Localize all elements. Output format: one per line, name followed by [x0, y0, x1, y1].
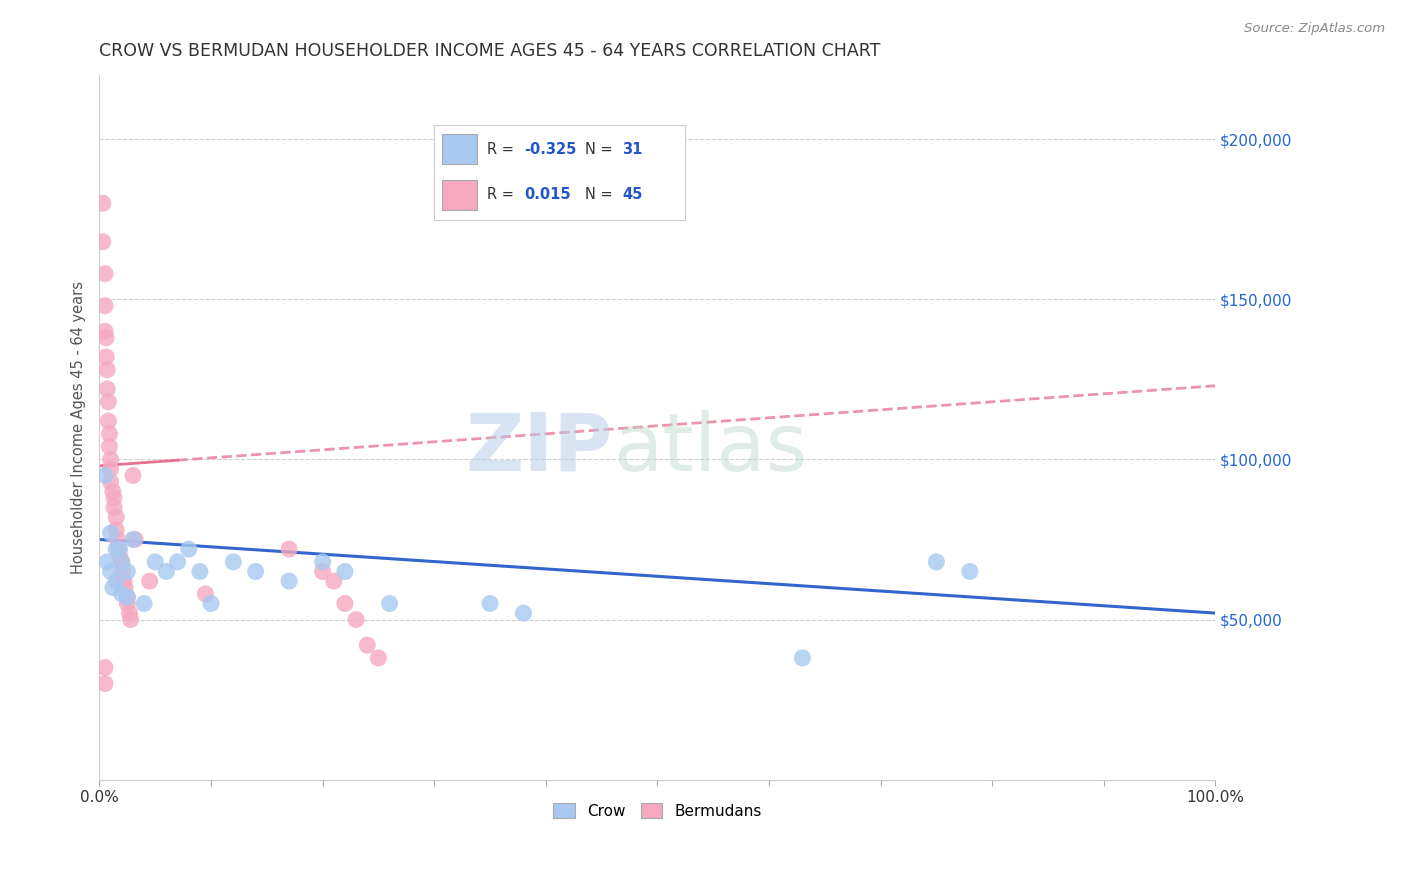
Point — [200, 597, 222, 611]
Point — [188, 565, 211, 579]
Point — [138, 574, 160, 588]
Point — [122, 533, 145, 547]
Point — [278, 574, 301, 588]
Point — [118, 606, 141, 620]
Point — [100, 462, 122, 476]
Point — [132, 597, 155, 611]
Point — [111, 555, 134, 569]
Point — [512, 606, 534, 620]
Point — [322, 574, 344, 588]
Point — [122, 468, 145, 483]
Point — [344, 613, 367, 627]
Point — [792, 651, 814, 665]
Point — [117, 590, 139, 604]
Point — [100, 565, 122, 579]
Point — [91, 235, 114, 249]
Point — [96, 555, 118, 569]
Point — [97, 414, 120, 428]
Point — [107, 542, 129, 557]
Point — [245, 565, 267, 579]
Point — [925, 555, 948, 569]
Point — [105, 510, 128, 524]
Point — [94, 350, 117, 364]
Point — [143, 555, 166, 569]
Point — [120, 613, 142, 627]
Point — [96, 382, 118, 396]
Text: CROW VS BERMUDAN HOUSEHOLDER INCOME AGES 45 - 64 YEARS CORRELATION CHART: CROW VS BERMUDAN HOUSEHOLDER INCOME AGES… — [100, 42, 880, 60]
Point — [114, 581, 136, 595]
Point — [479, 597, 502, 611]
Point — [177, 542, 200, 557]
Point — [105, 533, 128, 547]
Y-axis label: Householder Income Ages 45 - 64 years: Householder Income Ages 45 - 64 years — [72, 281, 86, 574]
Point — [111, 587, 134, 601]
Point — [98, 440, 121, 454]
Point — [117, 590, 139, 604]
Point — [117, 565, 139, 579]
Point — [100, 475, 122, 489]
Point — [108, 549, 131, 563]
Point — [155, 565, 177, 579]
Point — [94, 676, 117, 690]
Point — [356, 638, 378, 652]
Text: Source: ZipAtlas.com: Source: ZipAtlas.com — [1244, 22, 1385, 36]
Point — [101, 581, 124, 595]
Point — [94, 299, 117, 313]
Point — [222, 555, 245, 569]
Point — [98, 426, 121, 441]
Point — [112, 574, 135, 588]
Point — [311, 565, 333, 579]
Point — [959, 565, 981, 579]
Point — [105, 542, 128, 557]
Point — [278, 542, 301, 557]
Point — [94, 331, 117, 345]
Point — [105, 523, 128, 537]
Point — [97, 394, 120, 409]
Point — [166, 555, 188, 569]
Point — [94, 468, 117, 483]
Point — [94, 660, 117, 674]
Legend: Crow, Bermudans: Crow, Bermudans — [547, 797, 768, 825]
Point — [378, 597, 401, 611]
Point — [333, 565, 356, 579]
Point — [103, 491, 125, 505]
Point — [333, 597, 356, 611]
Text: atlas: atlas — [613, 409, 807, 488]
Point — [91, 196, 114, 211]
Point — [96, 363, 118, 377]
Point — [101, 484, 124, 499]
Point — [367, 651, 389, 665]
Text: ZIP: ZIP — [465, 409, 613, 488]
Point — [311, 555, 333, 569]
Point — [94, 267, 117, 281]
Point — [94, 324, 117, 338]
Point — [108, 542, 131, 557]
Point — [100, 526, 122, 541]
Point — [105, 574, 128, 588]
Point — [103, 500, 125, 515]
Point — [117, 597, 139, 611]
Point — [194, 587, 217, 601]
Point — [111, 565, 134, 579]
Point — [124, 533, 146, 547]
Point — [100, 452, 122, 467]
Point — [111, 555, 134, 569]
